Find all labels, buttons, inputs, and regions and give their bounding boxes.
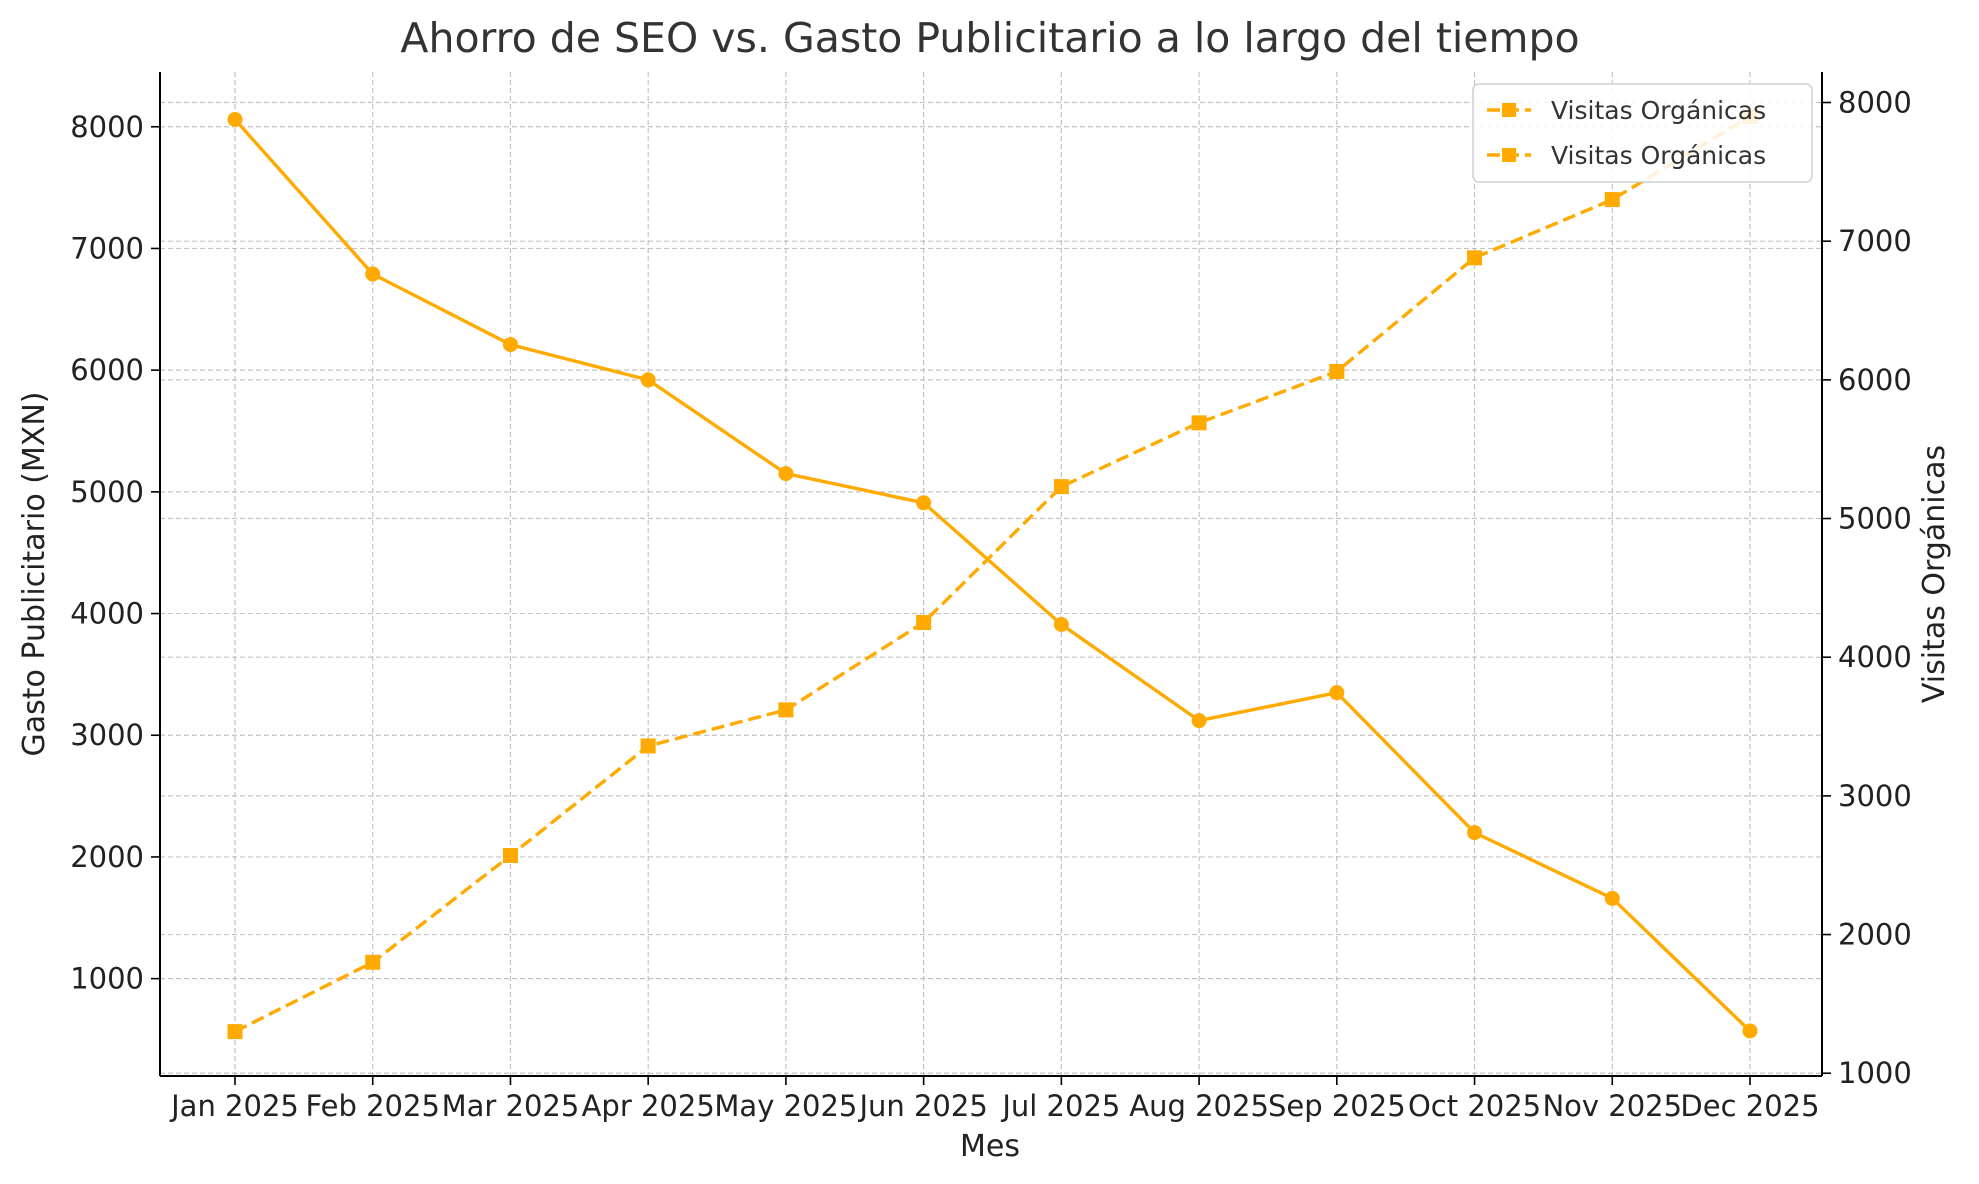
y-left-tick-label: 6000 (70, 353, 144, 387)
ad-spend-point (227, 111, 243, 127)
x-tick-label: May 2025 (714, 1089, 857, 1123)
ad-spend-point (640, 372, 656, 388)
y-left-tick-label: 8000 (70, 110, 144, 144)
ad-spend-line (233, 118, 1752, 1033)
organic-visits-point (502, 848, 518, 864)
organic-visits-point (1191, 415, 1207, 431)
y-left-tick-label: 3000 (70, 718, 144, 752)
x-tick-label: Dec 2025 (1680, 1089, 1819, 1123)
grid-lines (160, 72, 1822, 1076)
legend-label: Visitas Orgánicas (1551, 141, 1766, 170)
x-tick-label: Mar 2025 (442, 1089, 580, 1123)
ad-spend-point (1467, 825, 1483, 841)
ad-spend-point (1742, 1023, 1758, 1039)
x-tick-label: Oct 2025 (1408, 1089, 1541, 1123)
organic-visits-point (227, 1024, 243, 1040)
legend: Visitas Orgánicas Visitas Orgánicas (1472, 83, 1813, 183)
x-tick-label: Nov 2025 (1542, 1089, 1682, 1123)
y-right-tick-label: 3000 (1838, 779, 1912, 813)
legend-marker (1502, 103, 1516, 117)
x-tick-label: Sep 2025 (1268, 1089, 1406, 1123)
legend-box (1472, 83, 1813, 183)
legend-marker (1502, 148, 1516, 162)
organic-visits-line (234, 114, 1751, 1034)
organic-visits-point (916, 615, 932, 631)
organic-visits-point (640, 738, 656, 754)
y-right-tick-label: 2000 (1838, 918, 1912, 952)
y-left-tick-label: 7000 (70, 231, 144, 265)
ad-spend-point (1191, 713, 1207, 729)
y-right-tick-label: 5000 (1838, 502, 1912, 536)
y-axis-right-title: Visitas Orgánicas (1917, 445, 1952, 703)
axes: Jan 2025 Feb 2025 Mar 2025 Apr 2025 May 2025… (70, 72, 1912, 1123)
x-tick-label: Jul 2025 (1000, 1089, 1120, 1123)
x-tick-label: Apr 2025 (582, 1089, 715, 1123)
organic-visits-point (365, 954, 381, 970)
y-right-tick-label: 8000 (1838, 86, 1912, 120)
ad-spend-point (778, 466, 794, 482)
organic-visits-point (1467, 250, 1483, 266)
organic-visits-point (1053, 479, 1069, 495)
ad-spend-point (1329, 685, 1345, 701)
organic-visits-point (778, 702, 794, 718)
ad-spend-point (365, 266, 381, 282)
y-right-tick-label: 1000 (1838, 1056, 1912, 1090)
x-tick-label: Aug 2025 (1129, 1089, 1269, 1123)
x-axis-title: Mes (960, 1129, 1020, 1164)
y-right-tick-label: 4000 (1838, 640, 1912, 674)
y-left-tick-label: 1000 (70, 962, 144, 996)
y-left-tick-label: 2000 (70, 840, 144, 874)
ad-spend-point (502, 337, 518, 353)
organic-visits-point (1329, 364, 1345, 380)
y-left-tick-label: 5000 (70, 475, 144, 509)
y-left-tick-label: 4000 (70, 597, 144, 631)
ad-spend-point (916, 495, 932, 511)
x-tick-label: Jun 2025 (857, 1089, 987, 1123)
y-right-tick-label: 6000 (1838, 363, 1912, 397)
y-axis-left-title: Gasto Publicitario (MXN) (17, 391, 52, 756)
ad-spend-point (1604, 890, 1620, 906)
x-tick-label: Jan 2025 (169, 1089, 299, 1123)
organic-visits-point (1604, 192, 1620, 208)
ad-spend-point (1053, 617, 1069, 633)
x-tick-label: Feb 2025 (306, 1089, 440, 1123)
chart-title: Ahorro de SEO vs. Gasto Publicitario a l… (400, 14, 1579, 62)
series-lines (227, 108, 1758, 1040)
legend-label: Visitas Orgánicas (1551, 96, 1766, 125)
y-right-tick-label: 7000 (1838, 224, 1912, 258)
